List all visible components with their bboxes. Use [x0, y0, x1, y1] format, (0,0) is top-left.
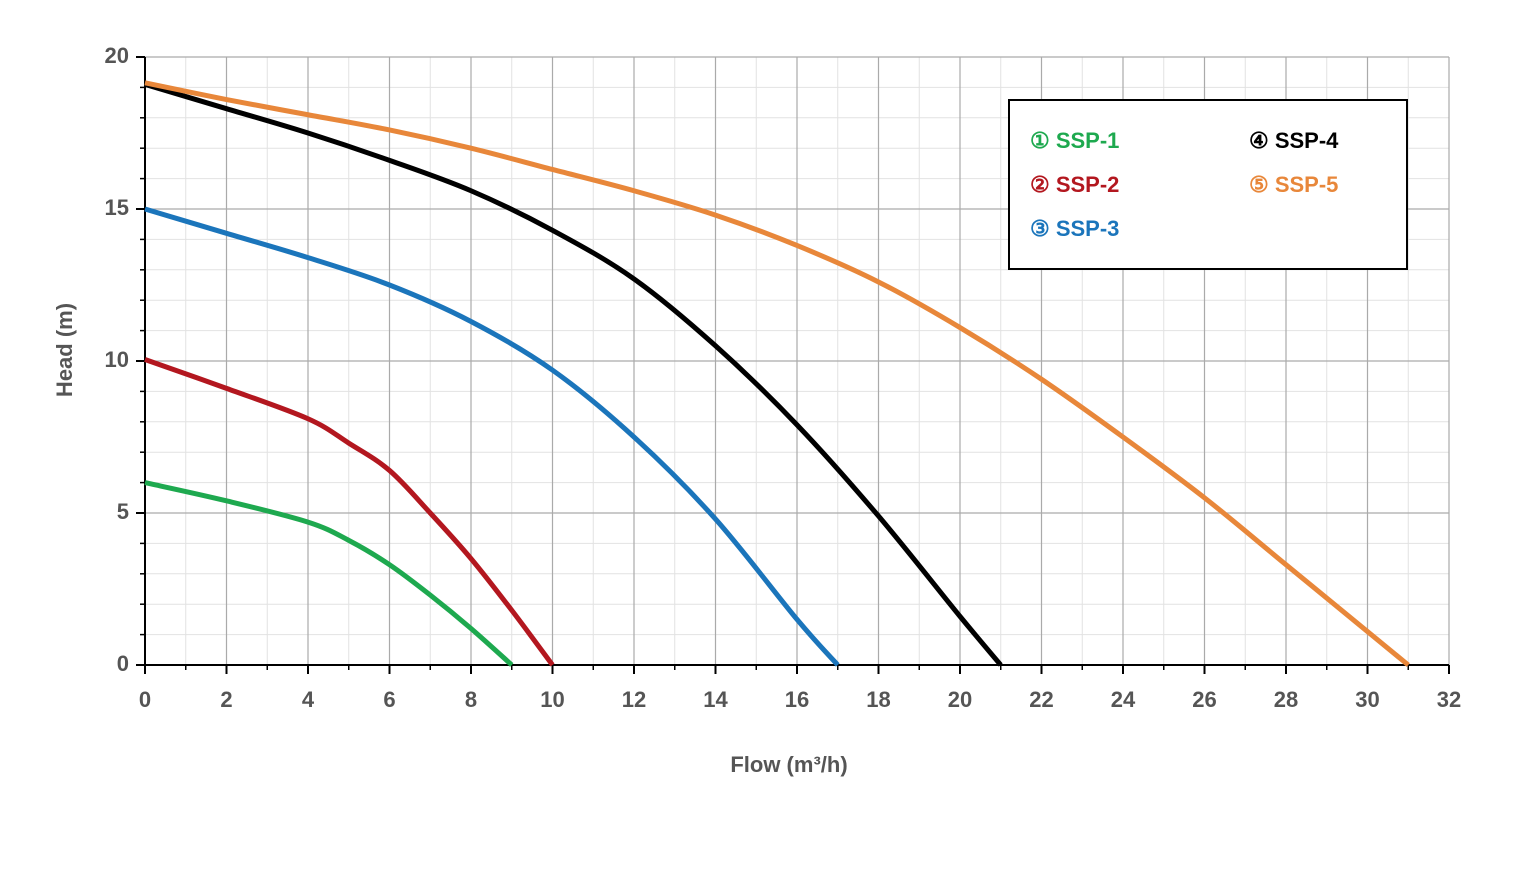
- series-line: [144, 80, 1410, 667]
- x-tick-label: 10: [540, 687, 564, 712]
- y-axis-label: Head (m): [52, 303, 77, 397]
- series-line: [144, 81, 1003, 667]
- x-tick-label: 18: [866, 687, 890, 712]
- series-line: [144, 206, 840, 667]
- x-tick-label: 2: [220, 687, 232, 712]
- x-tick-label: 14: [703, 687, 728, 712]
- x-tick-label: 26: [1192, 687, 1216, 712]
- legend-label: ⑤ SSP-5: [1249, 172, 1338, 197]
- legend-label: ② SSP-2: [1030, 172, 1119, 197]
- x-tick-label: 16: [785, 687, 809, 712]
- x-tick-label: 22: [1029, 687, 1053, 712]
- y-tick-label: 15: [105, 195, 129, 220]
- y-tick-label: 0: [117, 651, 129, 676]
- x-tick-label: 12: [622, 687, 646, 712]
- x-tick-label: 0: [139, 687, 151, 712]
- y-tick-label: 20: [105, 43, 129, 68]
- legend: ① SSP-1 ② SSP-2 ③ SSP-3 ④ SSP-4 ⑤ SSP-5: [1008, 99, 1408, 270]
- x-tick-label: 4: [302, 687, 315, 712]
- x-tick-label: 28: [1274, 687, 1298, 712]
- legend-box: [1008, 99, 1408, 270]
- legend-label: ④ SSP-4: [1249, 128, 1339, 153]
- x-tick-label: 8: [465, 687, 477, 712]
- legend-label: ① SSP-1: [1030, 128, 1119, 153]
- x-tick-label: 30: [1355, 687, 1379, 712]
- series-line: [144, 357, 555, 667]
- x-tick-label: 6: [383, 687, 395, 712]
- x-tick-label: 24: [1111, 687, 1136, 712]
- y-tick-label: 5: [117, 499, 129, 524]
- x-tick-label: 32: [1437, 687, 1461, 712]
- x-axis-label: Flow (m³/h): [730, 752, 847, 777]
- series-line: [144, 480, 514, 667]
- x-tick-label: 20: [948, 687, 972, 712]
- legend-label: ③ SSP-3: [1030, 216, 1119, 241]
- y-tick-label: 10: [105, 347, 129, 372]
